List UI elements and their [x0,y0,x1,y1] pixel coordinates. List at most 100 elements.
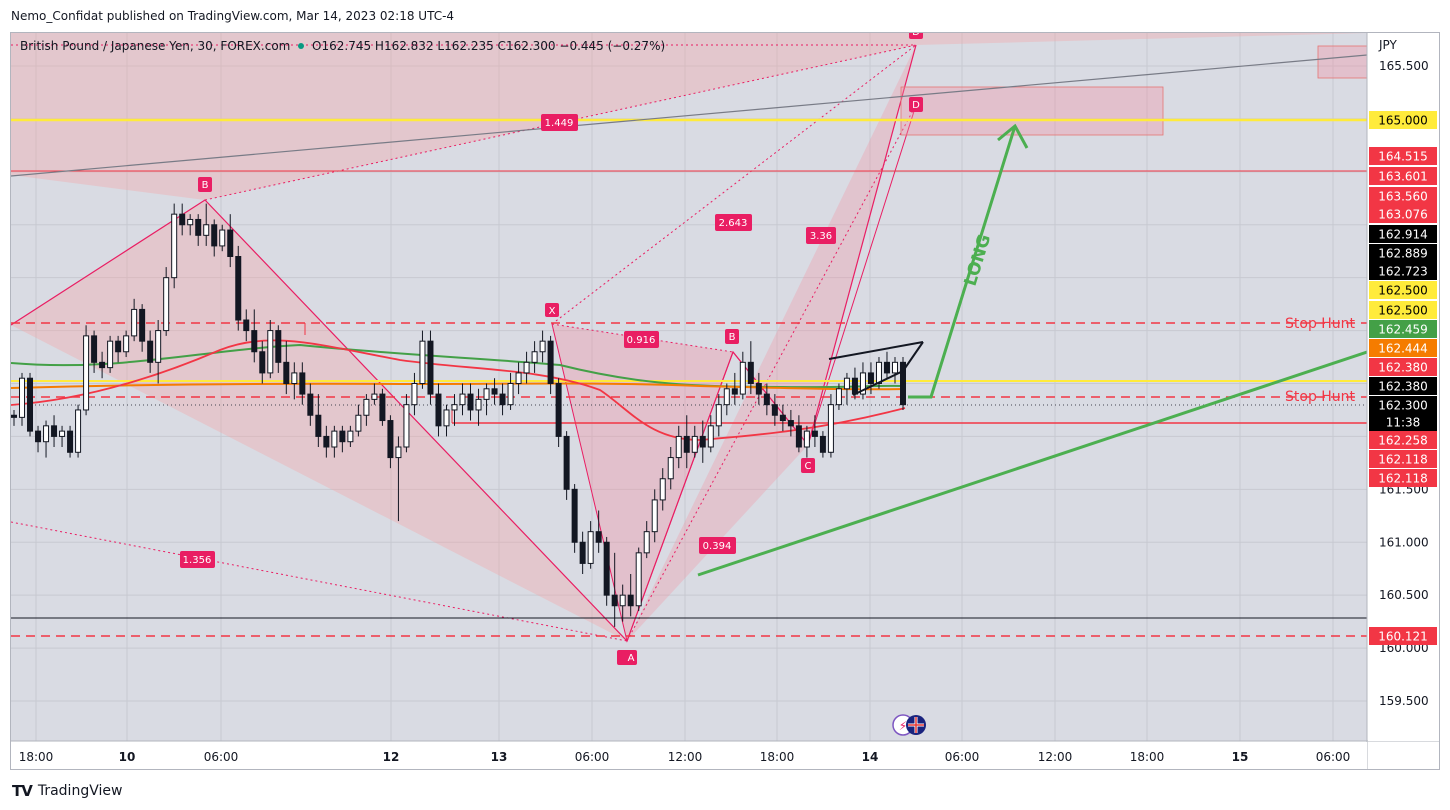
svg-text:162.118: 162.118 [1378,472,1428,486]
wedge-close-line [902,341,924,372]
uk-flag-icon[interactable] [906,715,926,735]
candle [51,415,58,447]
candle [835,383,842,410]
candle [523,351,530,384]
candle [587,521,594,569]
change-value: −0.445 (−0.27%) [559,39,666,53]
candle [763,383,770,416]
candle [683,415,690,469]
svg-text:0.916: 0.916 [627,335,656,346]
svg-text:1.449: 1.449 [545,118,574,129]
svg-text:162.380: 162.380 [1378,361,1428,375]
candle [27,372,34,437]
svg-text:160.121: 160.121 [1378,630,1428,644]
candle [739,351,746,400]
svg-text:162.500: 162.500 [1378,304,1428,318]
price-badge: 163.076 [1369,205,1437,223]
svg-text:163.560: 163.560 [1378,190,1428,204]
point-marker-b-right: B [725,329,739,344]
candle [627,574,634,617]
time-tick-label: 06:00 [945,750,980,764]
candle [139,304,146,352]
candle [459,383,466,416]
time-tick-label: 12:00 [1038,750,1073,764]
svg-text:3.36: 3.36 [810,231,832,242]
candle [179,203,186,236]
point-marker-d: D [909,97,923,112]
stop-hunt-label-upper: Stop Hunt [1285,316,1356,332]
svg-text:162.889: 162.889 [1378,247,1428,261]
candle [779,404,786,432]
price-badge: 162.118 [1369,469,1437,487]
candle [651,489,658,543]
candle [251,309,258,363]
candle [323,425,330,458]
price-tick-label: 161.000 [1379,535,1429,549]
svg-text:B: B [729,332,736,343]
price-badge: 162.500 [1369,301,1437,319]
candle [347,425,354,447]
candle [363,394,370,426]
candle [859,362,866,400]
symbol-legend: British Pound / Japanese Yen, 30, FOREX.… [20,39,665,53]
price-badge: 162.380 [1369,358,1437,376]
candle [595,510,602,553]
tradingview-logo-icon: TV [12,782,33,800]
stop-hunt-label-lower: Stop Hunt [1285,389,1356,405]
candle [11,409,17,426]
svg-text:162.459: 162.459 [1378,323,1428,337]
open-label: O [312,39,322,53]
harmonic-upper-triangle [11,33,1367,200]
price-tick-label: 165.500 [1379,59,1429,73]
footer-brand[interactable]: TV TradingView [12,782,122,800]
close-label: C [497,39,506,53]
high-label: H [374,39,384,53]
candle [723,383,730,416]
candle [267,320,274,379]
price-tick-label: 160.500 [1379,588,1429,602]
time-tick-label: 13 [491,750,508,764]
candle [123,330,130,358]
candle [147,330,154,373]
market-status-dot [298,43,305,49]
currency-label: JPY [1378,38,1398,52]
candle [467,383,474,421]
time-tick-label: 14 [862,750,879,764]
candle [499,383,506,416]
candle [603,536,610,606]
high-value: 162.832 [383,39,434,53]
candle [19,372,26,426]
svg-text:1.356: 1.356 [183,555,212,566]
candle [747,341,754,395]
svg-text:162.258: 162.258 [1378,434,1428,448]
candle [491,378,498,405]
price-badges: 165.000 164.515 163.601 163.560 163.076 162.9… [1369,111,1437,645]
candle [299,362,306,405]
time-tick-label: 06:00 [575,750,610,764]
point-marker-c: C [801,458,815,473]
candle [755,372,762,405]
candle [531,341,538,373]
price-chart[interactable]: LONG Stop Hunt Stop Hunt X A B C D B D 1… [0,0,1450,780]
candle [611,552,618,627]
target-zone [900,86,1164,136]
svg-text:163.601: 163.601 [1378,170,1428,184]
candle [259,341,266,384]
price-badge: 162.380 [1369,377,1437,395]
symbol-name[interactable]: British Pound / Japanese Yen, 30, FOREX.… [20,39,291,53]
candle [635,547,642,612]
low-label: L [437,39,445,53]
candle [563,431,570,500]
svg-text:⚡: ⚡ [899,719,907,733]
candle [59,425,66,447]
point-marker-b-left: B [198,177,212,192]
grid-lines [11,33,1367,741]
candle [659,468,666,511]
candle [219,224,226,252]
price-tick-label: 159.500 [1379,694,1429,708]
candle [163,267,170,336]
candle [571,484,578,553]
svg-text:C: C [805,461,812,472]
svg-text:162.300: 162.300 [1378,399,1428,413]
candle [387,415,394,469]
